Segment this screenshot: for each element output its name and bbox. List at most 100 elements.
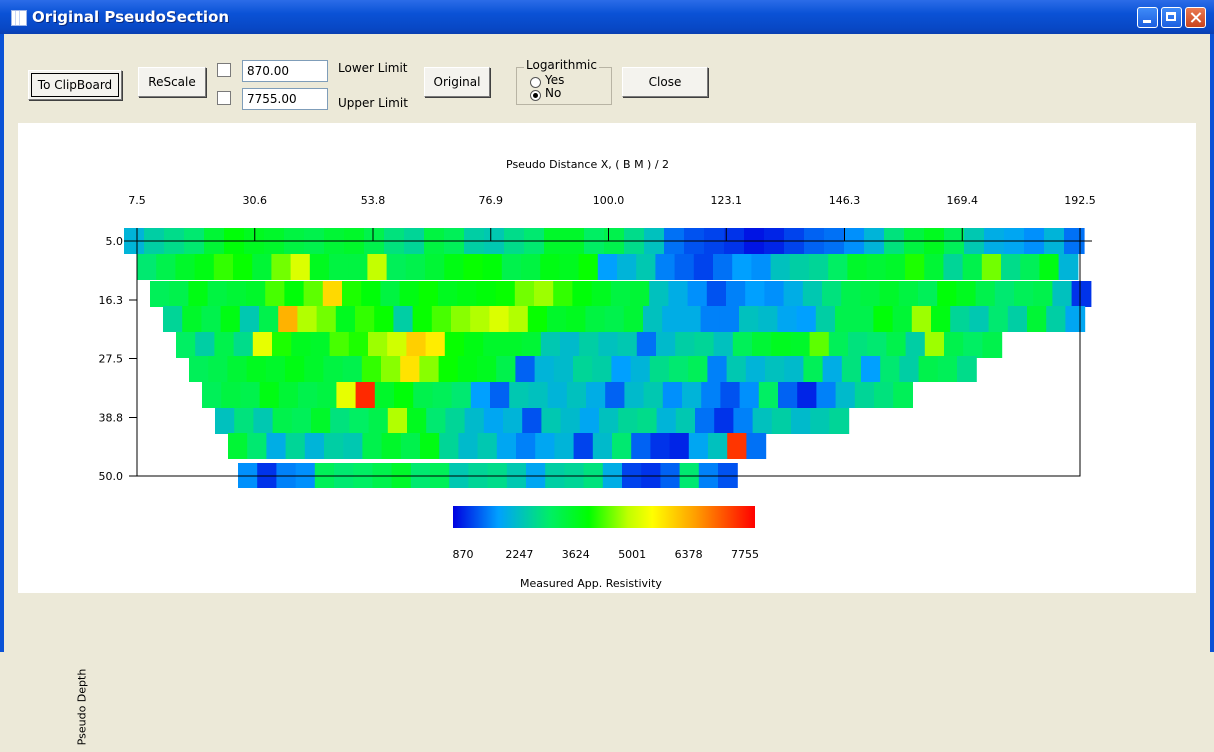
heatmap-cell (458, 433, 479, 459)
heatmap-cell (713, 254, 733, 280)
heatmap-cell (272, 408, 293, 434)
heatmap-cell (886, 332, 907, 358)
y-axis-title: Pseudo Depth (75, 668, 89, 746)
heatmap-cell (1046, 306, 1066, 332)
heatmap-cell (534, 356, 555, 382)
heatmap-cell (304, 356, 324, 382)
title-bar[interactable]: Original PseudoSection (0, 0, 1214, 34)
heatmap-cell (419, 356, 440, 382)
logarithmic-no-radio[interactable] (530, 90, 541, 101)
heatmap-cell (708, 433, 728, 459)
heatmap-cell (253, 408, 274, 434)
heatmap-cell (650, 433, 671, 459)
heatmap-cell (477, 433, 498, 459)
heatmap-cell (291, 332, 311, 358)
heatmap-cell (316, 306, 337, 332)
close-button[interactable]: Close (622, 67, 708, 97)
heatmap-cell (483, 332, 503, 358)
heatmap-cell (758, 382, 779, 408)
lower-limit-checkbox[interactable] (217, 63, 231, 77)
heatmap-cell (246, 356, 267, 382)
heatmap-cell (438, 356, 459, 382)
heatmap-cell (937, 356, 958, 382)
heatmap-cell (988, 306, 1009, 332)
heatmap-cell (636, 332, 657, 358)
heatmap-cell (239, 306, 260, 332)
heatmap-cell (233, 332, 254, 358)
heatmap-cell (784, 356, 804, 382)
maximize-button[interactable] (1161, 7, 1182, 28)
heatmap-cell (669, 433, 690, 459)
heatmap-cell (540, 332, 561, 358)
heatmap-cell (482, 254, 503, 280)
heatmap-cell (534, 281, 554, 307)
heatmap-cell (854, 382, 875, 408)
heatmap-cell (175, 254, 196, 280)
heatmap-cell (438, 281, 458, 307)
heatmap-cell (522, 408, 542, 434)
heatmap-cell (547, 306, 567, 332)
heatmap-cell (451, 306, 471, 332)
heatmap-cell (284, 281, 305, 307)
minimize-button[interactable] (1137, 7, 1158, 28)
upper-limit-checkbox[interactable] (217, 91, 231, 105)
heatmap-cell (592, 433, 613, 459)
heatmap-cell (918, 356, 939, 382)
heatmap-cell (662, 382, 683, 408)
heatmap-cell (643, 382, 664, 408)
heatmap-cell (572, 281, 593, 307)
heatmap-cell (259, 382, 280, 408)
heatmap-cell (374, 306, 394, 332)
heatmap-cell (311, 408, 331, 434)
x-tick-label: 30.6 (242, 194, 267, 207)
heatmap-cell (810, 408, 830, 434)
heatmap-cell (873, 306, 894, 332)
heatmap-cell (1001, 254, 1021, 280)
x-tick-label: 192.5 (1064, 194, 1096, 207)
heatmap-cell (822, 356, 843, 382)
heatmap-cell (885, 254, 906, 280)
heatmap-cell (911, 306, 932, 332)
heatmap-cell (668, 281, 689, 307)
heatmap-cell (431, 306, 452, 332)
heatmap-cell (400, 433, 421, 459)
upper-limit-input[interactable]: 7755.00 (242, 88, 328, 110)
lower-limit-input[interactable]: 870.00 (242, 60, 328, 82)
heatmap-cell (521, 254, 541, 280)
heatmap-cell (854, 306, 874, 332)
heatmap-cell (931, 306, 951, 332)
colorbar-tick-label: 7755 (731, 548, 759, 561)
heatmap-cell (234, 408, 254, 434)
heatmap-cell (330, 408, 350, 434)
heatmap-cell (752, 332, 772, 358)
heatmap-cell (361, 281, 381, 307)
app-window-icon (11, 10, 27, 26)
rescale-button[interactable]: ReScale (138, 67, 206, 97)
heatmap-cell (623, 306, 644, 332)
heatmap-cell (905, 332, 926, 358)
heatmap-cell (598, 332, 619, 358)
logarithmic-yes-radio[interactable] (530, 77, 541, 88)
heatmap-cell (771, 408, 792, 434)
heatmap-cell (393, 306, 414, 332)
original-button[interactable]: Original (424, 67, 490, 97)
heatmap-cell (444, 332, 465, 358)
heatmap-cell (848, 332, 868, 358)
heatmap-cell (969, 306, 990, 332)
to-clipboard-button[interactable]: To ClipBoard (28, 70, 122, 100)
heatmap-cell (1065, 306, 1086, 332)
heatmap-cell (509, 382, 529, 408)
heatmap-cell (329, 332, 350, 358)
heatmap-cell (451, 382, 472, 408)
heatmap-cell (470, 382, 491, 408)
heatmap-cell (752, 408, 773, 434)
heatmap-cell (707, 356, 728, 382)
heatmap-cell (809, 332, 830, 358)
heatmap-cell (278, 382, 299, 408)
heatmap-cell (592, 356, 612, 382)
heatmap-cell (675, 332, 695, 358)
heatmap-cell (348, 332, 369, 358)
close-window-button[interactable] (1185, 7, 1206, 28)
heatmap-cell (758, 306, 778, 332)
heatmap-cell (610, 281, 631, 307)
